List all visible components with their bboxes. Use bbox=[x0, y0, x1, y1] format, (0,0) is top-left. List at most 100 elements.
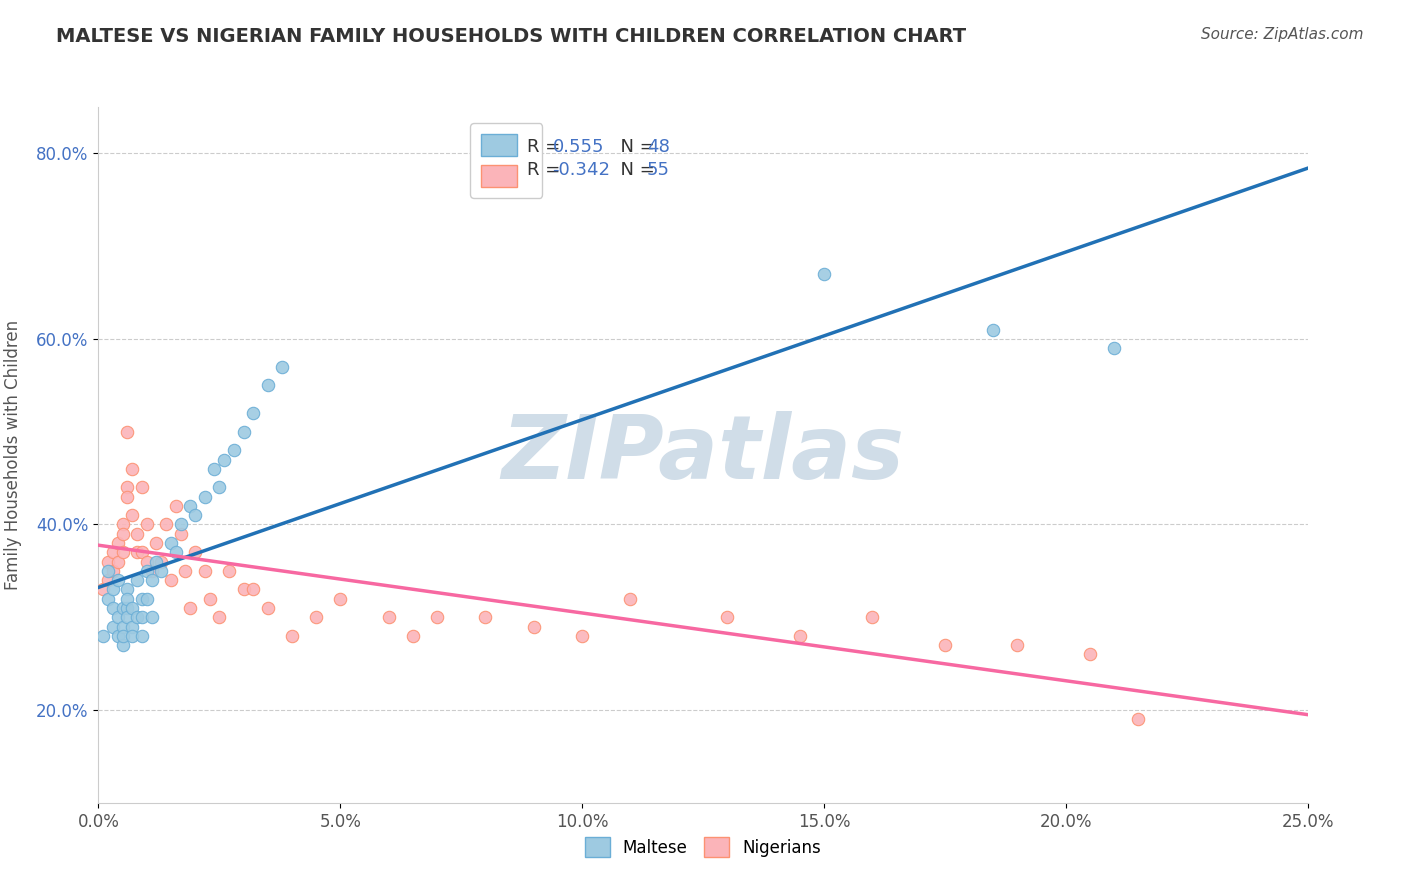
Y-axis label: Family Households with Children: Family Households with Children bbox=[4, 320, 22, 590]
Point bbox=[121, 619, 143, 633]
Point bbox=[212, 452, 235, 467]
Point bbox=[117, 601, 139, 615]
Point bbox=[131, 545, 153, 559]
Point bbox=[107, 629, 129, 643]
Point bbox=[111, 545, 134, 559]
Point bbox=[107, 610, 129, 624]
Point bbox=[135, 555, 157, 569]
Point bbox=[150, 564, 173, 578]
Point bbox=[107, 536, 129, 550]
Point bbox=[101, 619, 124, 633]
Point bbox=[91, 582, 114, 597]
Point bbox=[111, 526, 134, 541]
Point bbox=[218, 564, 240, 578]
Point bbox=[111, 629, 134, 643]
Point bbox=[121, 462, 143, 476]
Point bbox=[242, 582, 264, 597]
Point bbox=[145, 536, 167, 550]
Point bbox=[150, 555, 173, 569]
Point bbox=[232, 582, 254, 597]
Point bbox=[789, 629, 811, 643]
Point bbox=[305, 610, 328, 624]
Point bbox=[101, 545, 124, 559]
Point bbox=[329, 591, 352, 606]
Point bbox=[141, 573, 163, 587]
Point bbox=[111, 638, 134, 652]
Point bbox=[127, 545, 149, 559]
Text: 0.555: 0.555 bbox=[553, 138, 605, 156]
Text: 48: 48 bbox=[647, 138, 669, 156]
Point bbox=[165, 545, 187, 559]
Point bbox=[117, 490, 139, 504]
Text: R =: R = bbox=[527, 161, 567, 178]
Point bbox=[184, 545, 207, 559]
Point bbox=[169, 526, 191, 541]
Point bbox=[155, 517, 177, 532]
Point bbox=[160, 573, 183, 587]
Point bbox=[111, 601, 134, 615]
Point bbox=[179, 499, 201, 513]
Point bbox=[377, 610, 399, 624]
Point bbox=[1078, 648, 1101, 662]
Point bbox=[127, 526, 149, 541]
Point bbox=[271, 359, 294, 374]
Point bbox=[117, 610, 139, 624]
Point bbox=[111, 619, 134, 633]
Point bbox=[242, 406, 264, 420]
Point bbox=[107, 573, 129, 587]
Text: 55: 55 bbox=[647, 161, 669, 178]
Point bbox=[131, 480, 153, 494]
Point bbox=[860, 610, 883, 624]
Point bbox=[474, 610, 496, 624]
Point bbox=[281, 629, 304, 643]
Point bbox=[194, 564, 217, 578]
Point bbox=[184, 508, 207, 523]
Point bbox=[145, 555, 167, 569]
Point bbox=[169, 517, 191, 532]
Point bbox=[1007, 638, 1029, 652]
Point bbox=[117, 480, 139, 494]
Point bbox=[716, 610, 738, 624]
Point bbox=[174, 564, 197, 578]
Text: Source: ZipAtlas.com: Source: ZipAtlas.com bbox=[1201, 27, 1364, 42]
Text: ZIPatlas: ZIPatlas bbox=[502, 411, 904, 499]
Point bbox=[135, 591, 157, 606]
Point bbox=[194, 490, 217, 504]
Point bbox=[111, 517, 134, 532]
Point bbox=[256, 601, 278, 615]
Point bbox=[160, 536, 183, 550]
Point bbox=[117, 591, 139, 606]
Point bbox=[131, 591, 153, 606]
Point bbox=[1128, 712, 1150, 726]
Point bbox=[208, 480, 231, 494]
Point bbox=[121, 508, 143, 523]
Point bbox=[91, 629, 114, 643]
Point bbox=[934, 638, 956, 652]
Point bbox=[131, 629, 153, 643]
Point bbox=[198, 591, 221, 606]
Point bbox=[256, 378, 278, 392]
Legend: Maltese, Nigerians: Maltese, Nigerians bbox=[578, 830, 828, 864]
Point bbox=[571, 629, 593, 643]
Point bbox=[101, 601, 124, 615]
Point bbox=[107, 555, 129, 569]
Point bbox=[97, 555, 120, 569]
Point bbox=[222, 443, 245, 458]
Point bbox=[97, 573, 120, 587]
Point bbox=[165, 499, 187, 513]
Text: MALTESE VS NIGERIAN FAMILY HOUSEHOLDS WITH CHILDREN CORRELATION CHART: MALTESE VS NIGERIAN FAMILY HOUSEHOLDS WI… bbox=[56, 27, 966, 45]
Point bbox=[426, 610, 449, 624]
Text: N =: N = bbox=[609, 138, 661, 156]
Text: -0.342: -0.342 bbox=[553, 161, 610, 178]
Point bbox=[97, 591, 120, 606]
Point bbox=[1102, 341, 1125, 355]
Point bbox=[232, 425, 254, 439]
Point bbox=[141, 564, 163, 578]
Point bbox=[101, 564, 124, 578]
Text: R =: R = bbox=[527, 138, 567, 156]
Point bbox=[135, 564, 157, 578]
Point bbox=[101, 582, 124, 597]
Point bbox=[141, 610, 163, 624]
Point bbox=[131, 610, 153, 624]
Point bbox=[204, 462, 226, 476]
